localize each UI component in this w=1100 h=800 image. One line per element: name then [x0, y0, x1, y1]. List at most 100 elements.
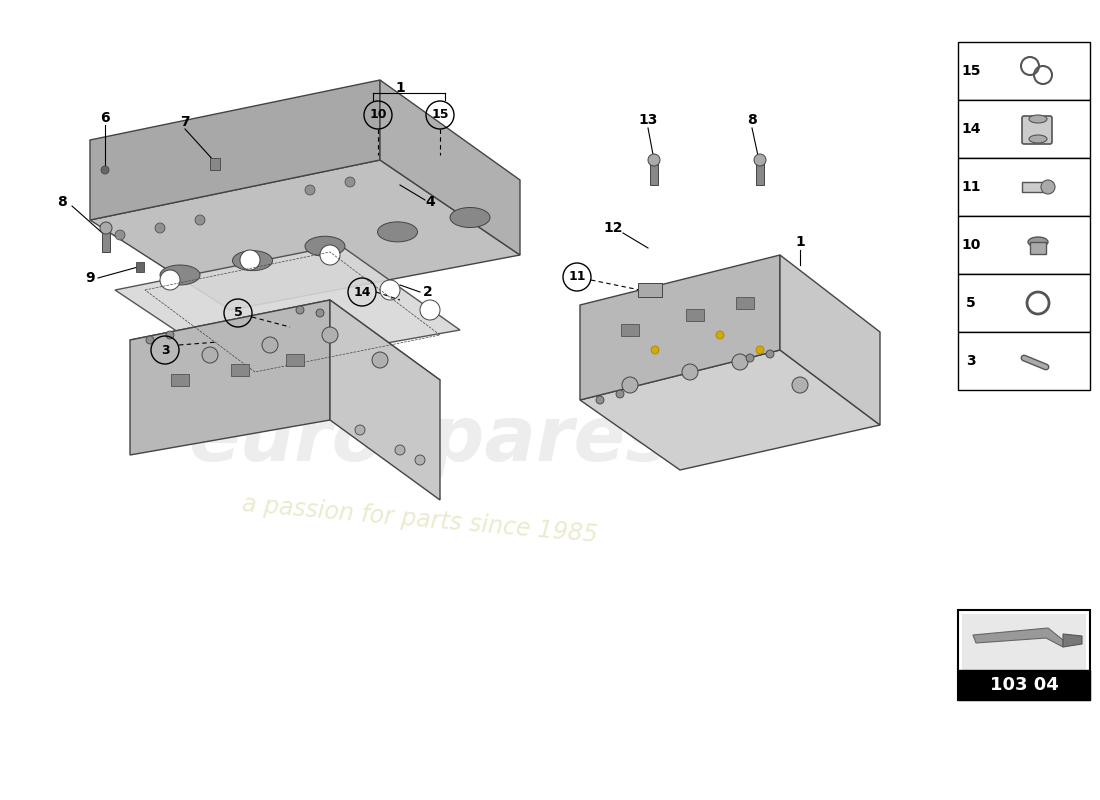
- Bar: [958, 610, 1090, 700]
- Text: 14: 14: [961, 122, 981, 136]
- Bar: [962, 614, 1086, 670]
- Circle shape: [240, 250, 260, 270]
- Text: 9: 9: [85, 271, 95, 285]
- Circle shape: [305, 185, 315, 195]
- Text: 3: 3: [966, 354, 976, 368]
- Bar: [102, 232, 110, 252]
- Text: 5: 5: [233, 306, 242, 319]
- Bar: [756, 163, 764, 185]
- Circle shape: [616, 390, 624, 398]
- Bar: [136, 262, 144, 272]
- Circle shape: [1033, 298, 1043, 308]
- Bar: [958, 274, 1090, 332]
- Polygon shape: [116, 245, 460, 370]
- Text: a passion for parts since 1985: a passion for parts since 1985: [241, 493, 598, 547]
- Polygon shape: [580, 350, 880, 470]
- Ellipse shape: [1028, 237, 1048, 247]
- Circle shape: [345, 177, 355, 187]
- Circle shape: [420, 300, 440, 320]
- Circle shape: [160, 270, 180, 290]
- Bar: [638, 283, 662, 297]
- Circle shape: [395, 445, 405, 455]
- Polygon shape: [90, 160, 520, 310]
- Text: 13: 13: [638, 113, 658, 127]
- Polygon shape: [130, 300, 330, 455]
- Bar: [286, 354, 304, 366]
- Text: 4: 4: [425, 195, 435, 209]
- Circle shape: [648, 154, 660, 166]
- Bar: [958, 100, 1090, 158]
- Circle shape: [320, 245, 340, 265]
- Circle shape: [116, 230, 125, 240]
- Text: 103 04: 103 04: [990, 676, 1058, 694]
- Polygon shape: [379, 80, 520, 255]
- Polygon shape: [580, 255, 780, 400]
- Circle shape: [372, 352, 388, 368]
- Circle shape: [262, 337, 278, 353]
- Ellipse shape: [1028, 115, 1047, 123]
- Text: 8: 8: [57, 195, 67, 209]
- Text: 7: 7: [180, 115, 190, 129]
- Bar: [958, 670, 1090, 700]
- Polygon shape: [330, 300, 440, 500]
- Ellipse shape: [160, 265, 200, 285]
- Bar: [958, 42, 1090, 100]
- Bar: [621, 324, 639, 336]
- Polygon shape: [780, 255, 880, 425]
- Text: 2: 2: [424, 285, 433, 299]
- Bar: [958, 332, 1090, 390]
- Text: 3: 3: [161, 343, 169, 357]
- Circle shape: [716, 331, 724, 339]
- Bar: [1030, 242, 1046, 254]
- Circle shape: [756, 346, 764, 354]
- Bar: [686, 309, 704, 321]
- Circle shape: [732, 354, 748, 370]
- Circle shape: [379, 280, 400, 300]
- Bar: [1022, 182, 1044, 192]
- Bar: [958, 216, 1090, 274]
- Ellipse shape: [377, 222, 418, 242]
- FancyBboxPatch shape: [1022, 116, 1052, 144]
- Circle shape: [202, 347, 218, 363]
- Text: 14: 14: [353, 286, 371, 298]
- Circle shape: [155, 223, 165, 233]
- Text: 5: 5: [966, 296, 976, 310]
- Text: 6: 6: [100, 111, 110, 125]
- Text: eurospares: eurospares: [188, 403, 671, 477]
- Ellipse shape: [1028, 135, 1047, 143]
- Circle shape: [316, 309, 324, 317]
- Circle shape: [296, 306, 304, 314]
- Circle shape: [596, 396, 604, 404]
- Text: 11: 11: [569, 270, 585, 283]
- Bar: [231, 364, 249, 376]
- Text: 11: 11: [961, 180, 981, 194]
- Text: 15: 15: [961, 64, 981, 78]
- Circle shape: [415, 455, 425, 465]
- Ellipse shape: [232, 250, 273, 270]
- Polygon shape: [1063, 634, 1082, 647]
- Circle shape: [621, 377, 638, 393]
- Circle shape: [100, 222, 112, 234]
- Circle shape: [1041, 180, 1055, 194]
- Text: 10: 10: [961, 238, 981, 252]
- Text: 1: 1: [795, 235, 805, 249]
- Polygon shape: [90, 80, 379, 220]
- Polygon shape: [974, 628, 1063, 647]
- Circle shape: [651, 346, 659, 354]
- Text: 15: 15: [431, 109, 449, 122]
- Bar: [170, 374, 189, 386]
- Text: 10: 10: [370, 109, 387, 122]
- Bar: [210, 158, 220, 170]
- Circle shape: [746, 354, 754, 362]
- Bar: [958, 158, 1090, 216]
- Bar: [650, 163, 658, 185]
- Circle shape: [322, 327, 338, 343]
- Circle shape: [355, 425, 365, 435]
- Text: 12: 12: [603, 221, 623, 235]
- Circle shape: [166, 331, 174, 339]
- Polygon shape: [130, 300, 440, 415]
- Circle shape: [195, 215, 205, 225]
- Circle shape: [754, 154, 766, 166]
- Text: 8: 8: [747, 113, 757, 127]
- Circle shape: [682, 364, 698, 380]
